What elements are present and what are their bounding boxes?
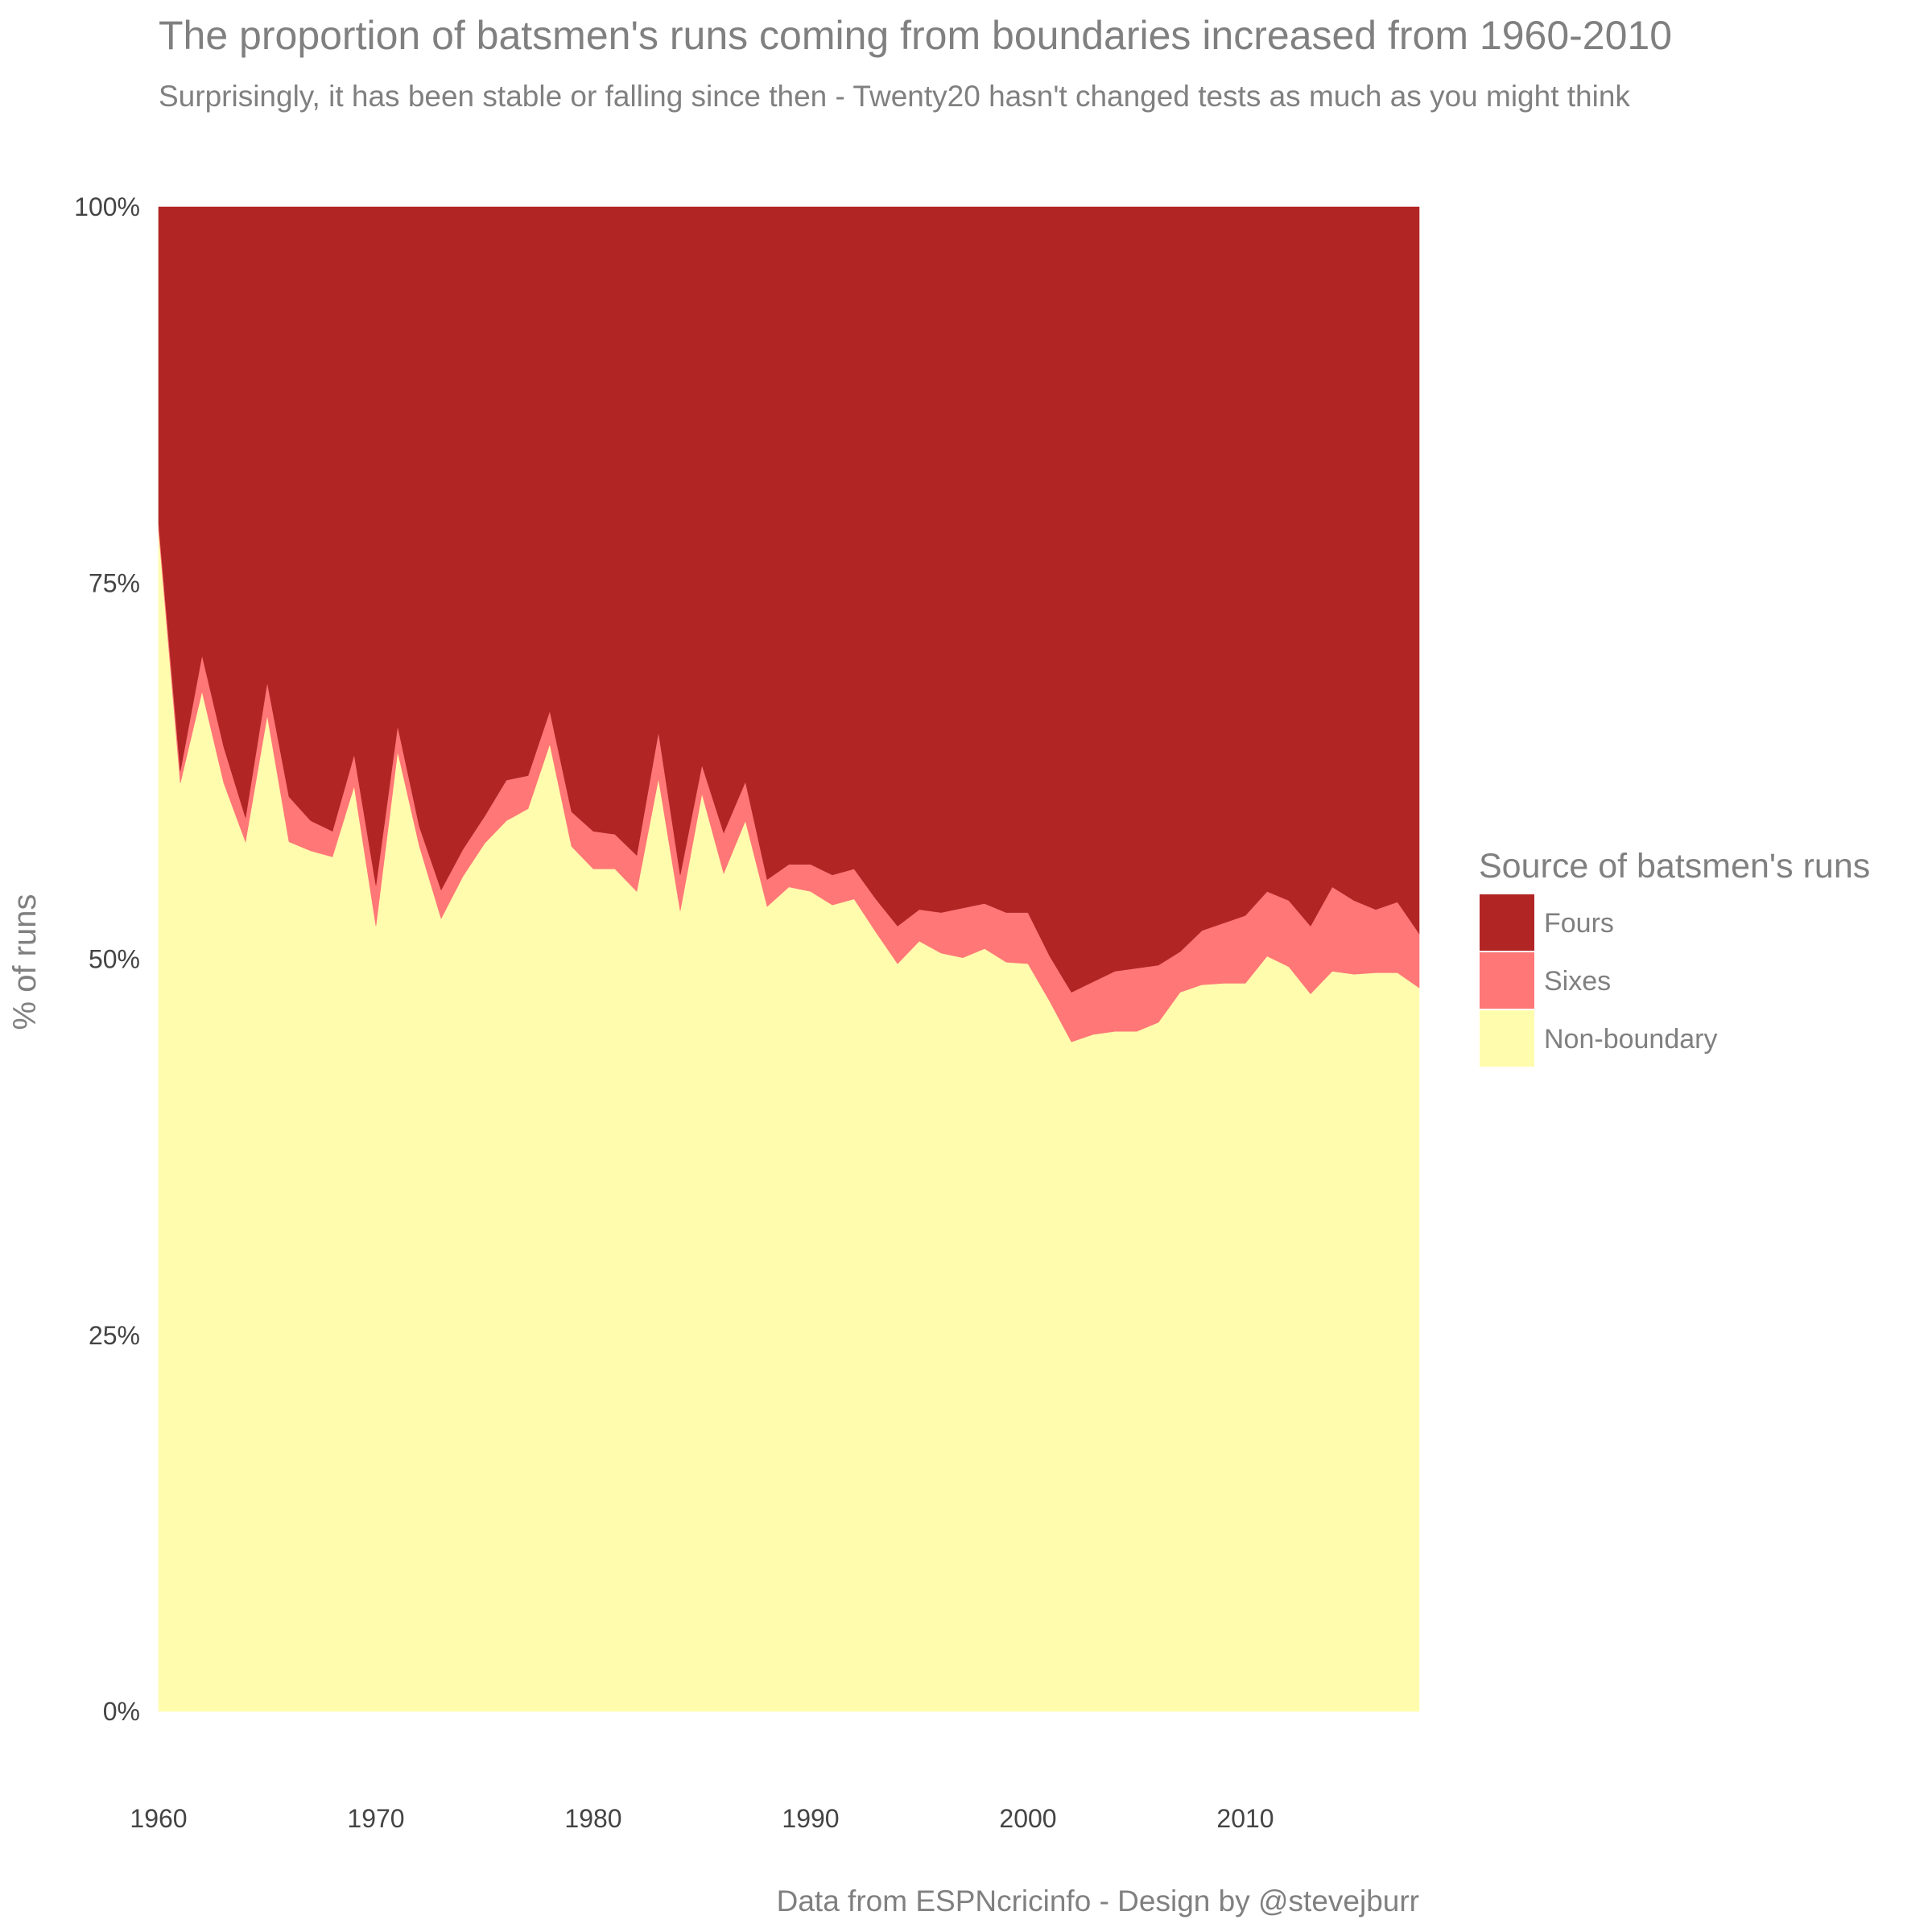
x-axis: 1960 1970 1980 1990 2000 2010	[130, 1804, 1274, 1833]
legend: Fours Sixes Non-boundary	[1480, 894, 1717, 1067]
legend-key-non-boundary	[1480, 1010, 1534, 1067]
y-tick-label: 25%	[89, 1321, 140, 1350]
area-fours	[158, 206, 1420, 993]
y-tick-label: 50%	[89, 945, 140, 974]
y-tick-label: 75%	[89, 568, 140, 597]
y-axis: 0% 25% 50% 75% 100%	[74, 192, 140, 1726]
legend-label-sixes: Sixes	[1544, 966, 1611, 997]
y-tick-label: 0%	[103, 1697, 140, 1726]
x-tick-label: 2000	[999, 1804, 1056, 1833]
x-tick-label: 1980	[564, 1804, 621, 1833]
chart-subtitle: Surprisingly, it has been stable or fall…	[159, 80, 1630, 113]
chart-caption: Data from ESPNcricinfo - Design by @stev…	[777, 1885, 1419, 1918]
legend-label-fours: Fours	[1544, 908, 1614, 939]
y-tick-label: 100%	[74, 192, 140, 221]
legend-key-sixes	[1480, 952, 1534, 1009]
y-axis-title: % of runs	[7, 894, 43, 1030]
x-tick-label: 1960	[130, 1804, 187, 1833]
x-tick-label: 1970	[347, 1804, 404, 1833]
chart-title: The proportion of batsmen's runs coming …	[159, 13, 1672, 58]
legend-label-non-boundary: Non-boundary	[1544, 1024, 1717, 1055]
legend-key-fours	[1480, 894, 1534, 951]
legend-title: Source of batsmen's runs	[1479, 847, 1870, 886]
x-tick-label: 2010	[1216, 1804, 1274, 1833]
plot-areas	[158, 206, 1420, 1712]
x-tick-label: 1990	[782, 1804, 839, 1833]
